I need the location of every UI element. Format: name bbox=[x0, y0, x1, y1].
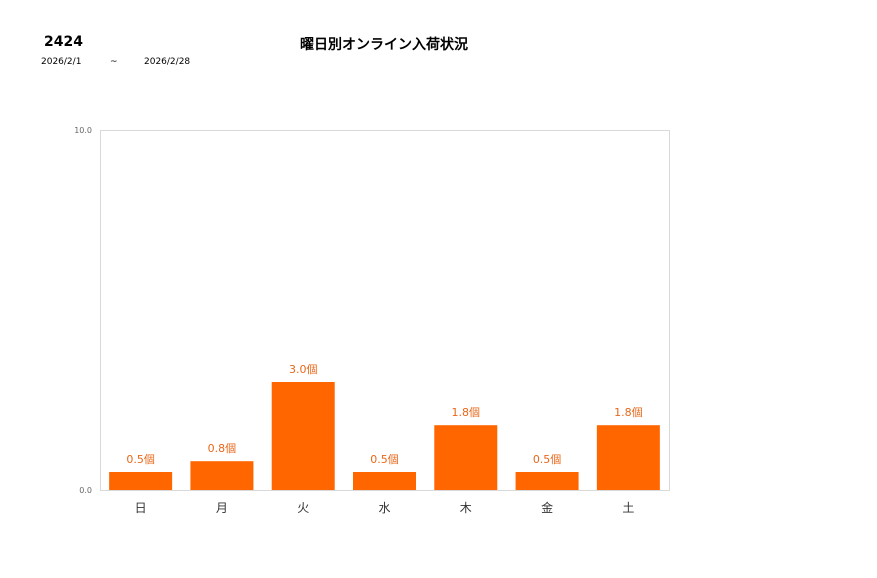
bar-value-label: 1.8個 bbox=[614, 406, 643, 419]
x-tick-label: 水 bbox=[378, 501, 390, 515]
date-range-start: 2026/2/1 bbox=[41, 57, 82, 67]
x-tick-label: 金 bbox=[541, 500, 553, 515]
bar bbox=[434, 425, 498, 490]
x-tick-label: 月 bbox=[216, 501, 228, 515]
bar-value-label: 0.8個 bbox=[208, 442, 237, 455]
x-tick-label: 土 bbox=[622, 501, 634, 515]
x-tick-label: 火 bbox=[297, 501, 309, 515]
bar bbox=[515, 472, 579, 490]
bar bbox=[596, 425, 660, 490]
y-tick-label: 0.0 bbox=[79, 486, 92, 495]
bar-value-label: 0.5個 bbox=[533, 453, 562, 466]
bar bbox=[271, 382, 335, 490]
date-range-separator: ~ bbox=[110, 57, 118, 67]
bar bbox=[109, 472, 173, 490]
date-range-end: 2026/2/28 bbox=[144, 57, 191, 67]
plot-area-frame bbox=[100, 130, 670, 491]
bar bbox=[353, 472, 416, 490]
bar-value-label: 0.5個 bbox=[126, 453, 155, 466]
bar bbox=[190, 461, 254, 490]
x-tick-label: 日 bbox=[135, 501, 147, 515]
x-tick-label: 木 bbox=[460, 501, 472, 515]
item-code: 2424 bbox=[44, 34, 83, 50]
y-tick-label: 10.0 bbox=[74, 126, 92, 135]
bar-value-label: 0.5個 bbox=[370, 453, 399, 466]
bar-value-label: 3.0個 bbox=[289, 363, 318, 376]
chart-title: 曜日別オンライン入荷状況 bbox=[300, 37, 468, 53]
bar-value-label: 1.8個 bbox=[452, 406, 481, 419]
